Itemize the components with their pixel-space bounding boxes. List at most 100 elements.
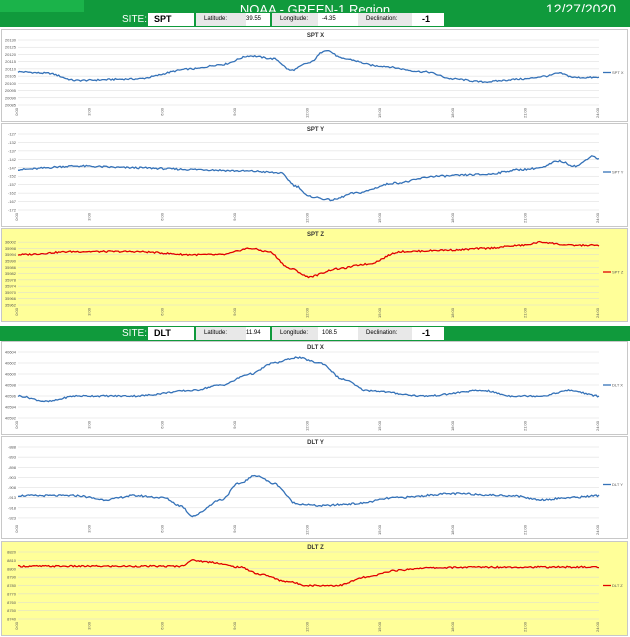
longitude-value: 108.5 [318,327,358,340]
x-tick-label: 24:00 [595,420,600,431]
y-tick-label: -152 [8,174,17,179]
site-code: DLT [148,327,194,340]
x-tick-label: 15:00 [377,212,382,223]
site-label: SITE: [122,328,148,339]
y-tick-label: 40604 [5,350,17,355]
latitude-label: Latitude: [196,13,252,26]
y-tick-label: -137 [8,148,17,153]
x-tick-label: 9:00 [232,524,237,533]
series-line [17,356,600,403]
x-tick-label: 9:00 [232,307,237,316]
y-tick-label: 8780 [7,583,17,588]
x-tick-label: 21:00 [522,107,527,118]
x-tick-label: 3:00 [87,307,92,316]
y-tick-label: 20115 [5,59,17,64]
chart-spt-z: SPT Z 35962 35966 35970 35974 35978 35982 35986… [1,228,628,322]
x-tick-label: 21:00 [522,307,527,318]
x-tick-label: 24:00 [595,107,600,118]
chart-title: DLT X [307,345,324,351]
y-tick-label: -898 [8,465,17,470]
x-tick-label: 0:00 [14,307,19,316]
x-tick-label: 9:00 [232,212,237,221]
x-tick-label: 0:00 [14,420,19,429]
x-tick-label: 6:00 [159,307,164,316]
x-tick-label: 12:00 [305,307,310,318]
y-tick-label: -157 [8,182,17,187]
y-tick-label: 35994 [5,252,17,257]
x-tick-label: 15:00 [377,524,382,535]
y-tick-label: 8760 [7,600,17,605]
legend-label: DLT X [612,383,623,388]
latitude-value: 39.55 [246,13,270,26]
x-tick-label: 15:00 [377,420,382,431]
series-line [17,155,600,202]
y-tick-label: 8750 [7,608,17,613]
y-tick-label: -142 [8,157,17,162]
x-tick-label: 18:00 [450,212,455,223]
x-tick-label: 6:00 [159,621,164,630]
x-tick-label: 12:00 [305,621,310,632]
x-tick-label: 12:00 [305,420,310,431]
y-tick-label: 35990 [5,259,17,264]
chart-spt-x: SPT X 20085 20090 20095 20100 20105 20110 20115… [1,29,628,122]
series-line [17,559,600,587]
declination-value: -1 [412,13,444,26]
y-tick-label: 20125 [5,45,17,50]
x-tick-label: 6:00 [159,107,164,116]
legend-label: SPT X [612,70,624,75]
x-tick-label: 0:00 [14,524,19,533]
x-tick-label: 18:00 [450,420,455,431]
site-label: SITE: [122,14,148,25]
site-code: SPT [148,13,194,26]
longitude-label: Longitude: [272,13,318,26]
legend-label: SPT Z [612,270,624,275]
y-tick-label: 8810 [7,558,17,563]
y-tick-label: 8790 [7,575,17,580]
y-tick-label: -923 [8,515,17,520]
chart-svg: SPT Y -127 -132 -137 -142 -147 -152 -157 -162 -16… [8,127,624,223]
series-line [17,50,600,84]
y-tick-label: 35962 [5,303,17,308]
chart-title: SPT Y [307,127,324,133]
x-tick-label: 0:00 [14,621,19,630]
y-tick-label: 35970 [5,290,17,295]
x-tick-label: 6:00 [159,524,164,533]
y-tick-label: 40600 [5,372,17,377]
x-tick-label: 24:00 [595,212,600,223]
y-tick-label: -913 [8,495,17,500]
longitude-label: Longitude: [272,327,318,340]
x-tick-label: 3:00 [87,524,92,533]
longitude-value: -4.35 [318,13,358,26]
y-tick-label: 40592 [5,416,17,421]
y-tick-label: 8800 [7,566,17,571]
x-tick-label: 6:00 [159,212,164,221]
y-tick-label: 20130 [5,38,17,43]
y-tick-label: -167 [8,199,17,204]
y-tick-label: 20110 [5,66,17,71]
series-line [17,474,600,518]
y-tick-label: 35978 [5,277,17,282]
x-tick-label: 9:00 [232,420,237,429]
y-tick-label: -162 [8,191,17,196]
chart-dlt-z: DLT Z 8740 8750 8760 8770 8780 8790 8800 8810 882… [1,541,628,636]
chart-dlt-x: DLT X 40592 40594 40596 40598 40600 40602 40604… [1,341,628,435]
chart-title: SPT Z [307,232,324,238]
x-tick-label: 0:00 [14,107,19,116]
x-tick-label: 3:00 [87,212,92,221]
x-tick-label: 24:00 [595,524,600,535]
x-tick-label: 21:00 [522,420,527,431]
site-bar-spt: SITE: SPT Latitude: 39.55 Longitude: -4.… [0,12,630,27]
site-bar-dlt: SITE: DLT Latitude: 11.94 Longitude: 108… [0,326,630,341]
latitude-label: Latitude: [196,327,252,340]
x-tick-label: 12:00 [305,212,310,223]
y-tick-label: 35974 [5,284,17,289]
x-tick-label: 18:00 [450,307,455,318]
chart-svg: SPT X 20085 20090 20095 20100 20105 20110 20115… [5,33,624,118]
y-tick-label: 40594 [5,405,17,410]
y-tick-label: -903 [8,475,17,480]
y-tick-label: 20090 [5,95,17,100]
y-tick-label: -888 [8,445,17,450]
y-tick-label: 40602 [5,361,17,366]
latitude-value: 11.94 [246,327,270,340]
x-tick-label: 15:00 [377,307,382,318]
